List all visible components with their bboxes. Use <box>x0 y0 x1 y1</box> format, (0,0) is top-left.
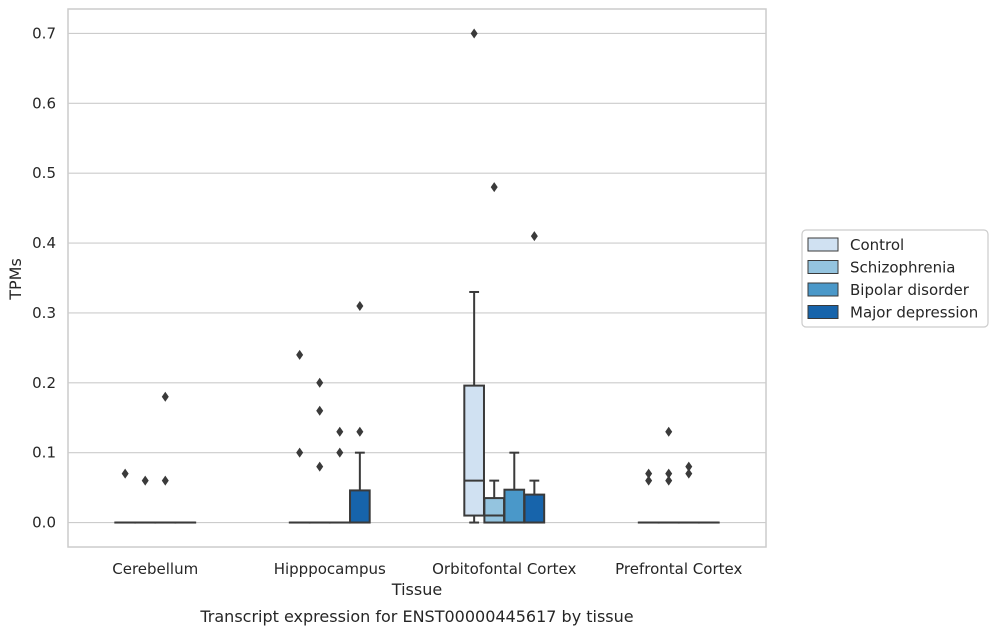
outlier-point <box>316 377 324 388</box>
x-tick-label: Cerebellum <box>112 560 198 578</box>
y-tick-label: 0.7 <box>32 24 56 42</box>
legend-swatch <box>807 282 839 297</box>
outlier-point <box>161 475 169 486</box>
outlier-point <box>336 426 344 437</box>
outlier-point <box>161 391 169 402</box>
legend: Control Schizophrenia Bipolar disorder Majo… <box>801 229 989 328</box>
outlier-point <box>530 231 538 242</box>
box-group <box>483 182 506 524</box>
y-tick-labels: 0.0 0.1 0.2 0.3 0.4 0.5 0.6 0.7 <box>32 24 56 531</box>
box-group <box>328 426 351 524</box>
y-tick-label: 0.0 <box>32 514 56 532</box>
outlier-point <box>645 468 653 479</box>
legend-swatch <box>807 260 839 274</box>
x-tick-labels: Cerebellum Hipppocampus Orbitofontal Corte… <box>112 560 742 578</box>
outlier-point <box>336 447 344 458</box>
outlier-point <box>296 349 304 360</box>
legend-label: Control <box>850 236 904 254</box>
y-tick-label: 0.1 <box>32 444 56 462</box>
y-tick-label: 0.3 <box>32 304 56 322</box>
box-body <box>523 493 546 524</box>
outlier-point <box>665 468 673 479</box>
outlier-point <box>685 461 693 472</box>
outlier-point <box>490 182 498 193</box>
y-axis-label: TPMs <box>6 258 25 301</box>
y-tick-label: 0.4 <box>32 234 56 252</box>
y-tick-label: 0.2 <box>32 374 56 392</box>
grid-lines <box>68 32 766 524</box>
plot-frame <box>67 8 767 548</box>
x-tick-label: Orbitofontal Cortex <box>432 560 576 578</box>
legend-item: Major depression <box>807 304 978 322</box>
box-body <box>503 488 526 524</box>
outlier-point <box>316 461 324 472</box>
legend-frame <box>801 229 989 328</box>
outlier-point <box>356 300 364 311</box>
outlier-point <box>121 468 129 479</box>
outlier-point <box>296 447 304 458</box>
box-group <box>657 426 680 524</box>
legend-label: Bipolar disorder <box>850 281 970 299</box>
y-tick-label: 0.6 <box>32 94 56 112</box>
x-tick-label: Hipppocampus <box>274 560 386 578</box>
legend-item: Control <box>807 236 904 254</box>
box-body <box>483 497 506 524</box>
box-group <box>637 468 660 524</box>
box-group <box>503 451 526 524</box>
box-body <box>349 489 371 524</box>
legend-label: Schizophrenia <box>850 259 955 277</box>
outlier-point <box>665 475 673 486</box>
box-group <box>349 300 371 524</box>
box-group <box>288 349 311 524</box>
legend-item: Schizophrenia <box>807 259 955 277</box>
box-group <box>134 475 157 524</box>
box-group <box>463 28 485 524</box>
box-group <box>523 231 546 524</box>
boxes <box>114 28 720 524</box>
outlier-point <box>685 468 693 479</box>
box-group <box>308 377 331 524</box>
outlier-point <box>665 426 673 437</box>
x-tick-label: Prefrontal Cortex <box>615 560 742 578</box>
box-body <box>463 384 485 517</box>
outlier-point <box>141 475 149 486</box>
legend-swatch <box>807 305 839 319</box>
legend-label: Major depression <box>850 304 978 322</box>
outlier-point <box>356 426 364 437</box>
box-group <box>154 391 177 524</box>
box-group <box>114 468 136 524</box>
chart-caption: Transcript expression for ENST0000044561… <box>199 607 633 626</box>
outlier-point <box>316 405 324 416</box>
outlier-point <box>470 28 478 39</box>
legend-swatch <box>807 237 839 252</box>
plot-border <box>67 8 767 548</box>
x-axis-label: Tissue <box>391 580 442 599</box>
box-group <box>677 461 700 524</box>
outlier-point <box>645 475 653 486</box>
y-tick-label: 0.5 <box>32 164 56 182</box>
legend-item: Bipolar disorder <box>807 281 970 299</box>
